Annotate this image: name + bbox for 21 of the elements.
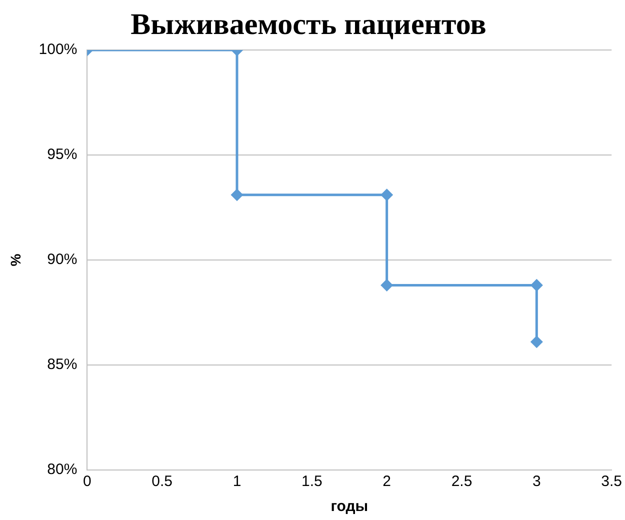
x-tick-label: 3.5 — [601, 473, 622, 490]
x-tick-label: 0 — [82, 473, 92, 490]
x-tick-label: 2.5 — [451, 473, 472, 490]
y-axis-title: % — [7, 253, 24, 266]
x-tick-label: 0.5 — [152, 473, 173, 490]
y-tick-label: 100% — [38, 41, 78, 58]
chart-title: Выживаемость пациентов — [130, 8, 486, 41]
y-tick-label: 90% — [47, 251, 78, 268]
point — [530, 279, 542, 291]
y-tick-label: 85% — [47, 356, 78, 374]
y-tick-label: 80% — [47, 461, 78, 478]
point — [231, 189, 243, 201]
point — [381, 279, 393, 291]
point — [530, 336, 542, 348]
point — [381, 189, 393, 201]
y-tick-label: 95% — [47, 146, 78, 164]
x-tick-label: 1.5 — [301, 473, 322, 490]
x-tick-label: 2 — [382, 473, 391, 490]
x-tick-label: 1 — [232, 473, 242, 490]
x-axis-title: годы — [330, 498, 368, 516]
x-tick-label: 3 — [532, 473, 541, 490]
